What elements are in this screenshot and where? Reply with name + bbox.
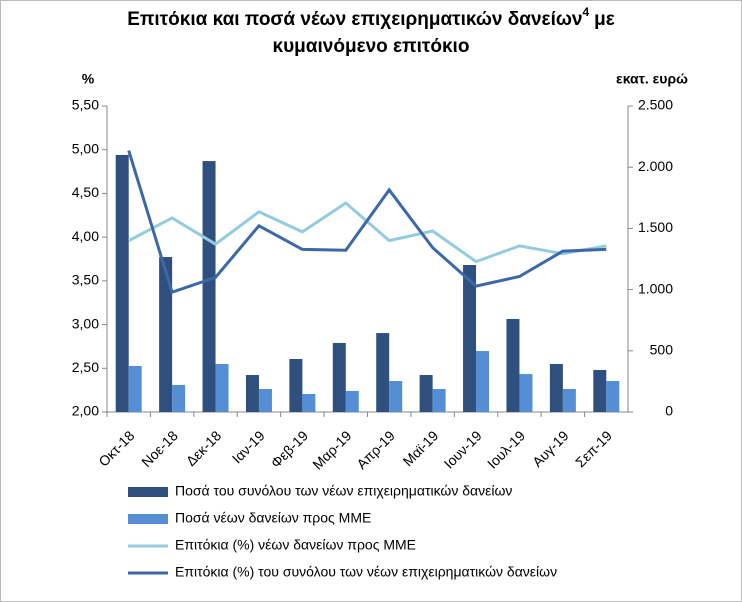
bar	[215, 364, 229, 412]
bar	[506, 318, 520, 412]
line	[127, 150, 607, 295]
bar	[549, 364, 563, 412]
bar	[332, 342, 346, 412]
y2-tick-label: 500	[650, 342, 674, 358]
bar	[519, 374, 533, 412]
y-tick-label: 2,00	[72, 403, 99, 419]
bar	[115, 154, 129, 412]
bar	[258, 388, 272, 412]
y-tick-label: 2,50	[72, 359, 99, 375]
title-superscript: 4	[582, 5, 589, 19]
bar	[606, 381, 620, 412]
bar	[159, 257, 173, 412]
legend-label: Ποσά νέων δανείων προς ΜΜΕ	[175, 510, 371, 526]
bar	[289, 359, 303, 412]
bar	[432, 388, 446, 412]
bar	[463, 264, 477, 412]
bar	[376, 333, 390, 412]
bar	[202, 161, 216, 412]
chart-title: Επιτόκια και ποσά νέων επιχειρηματικών δ…	[127, 5, 615, 30]
y-tick-label: 5,00	[72, 140, 99, 156]
y2-tick-label: 1.000	[638, 280, 673, 296]
title-part: Επιτόκια και ποσά νέων επιχειρηματικών δ…	[127, 9, 582, 30]
y-tick-label: 4,00	[72, 228, 99, 244]
legend-label: Επιτόκια (%) νέων δανείων προς ΜΜΕ	[175, 537, 416, 553]
y-tick-label: 4,50	[72, 184, 99, 200]
y-tick-label: 3,00	[72, 315, 99, 331]
bar	[345, 390, 359, 412]
title-part: με	[594, 9, 615, 30]
bar	[172, 384, 186, 412]
bar	[389, 381, 403, 412]
bar	[302, 394, 316, 412]
chart-title: κυμαινόμενο επιτόκιο	[273, 36, 470, 57]
y2-axis-label: εκατ. ευρώ	[616, 71, 688, 87]
y2-tick-label: 2.000	[638, 158, 673, 174]
legend-label: Ποσά του συνόλου των νέων επιχειρηματικώ…	[175, 483, 512, 499]
y-tick-label: 3,50	[72, 272, 99, 288]
y2-tick-label: 1.500	[638, 219, 673, 235]
y-axis-label: %	[82, 71, 95, 87]
bar	[245, 375, 259, 412]
bar	[476, 351, 490, 412]
legend-swatch	[128, 514, 168, 524]
bar	[128, 365, 142, 412]
y-tick-label: 5,50	[72, 97, 99, 113]
bar	[562, 388, 576, 412]
y2-tick-label: 2.500	[638, 97, 673, 113]
bar	[593, 370, 607, 412]
bar	[419, 375, 433, 412]
legend-label: Επιτόκια (%) του συνόλου των νέων επιχει…	[175, 564, 557, 580]
legend-swatch	[128, 487, 168, 497]
y2-tick-label: 0	[665, 403, 673, 419]
